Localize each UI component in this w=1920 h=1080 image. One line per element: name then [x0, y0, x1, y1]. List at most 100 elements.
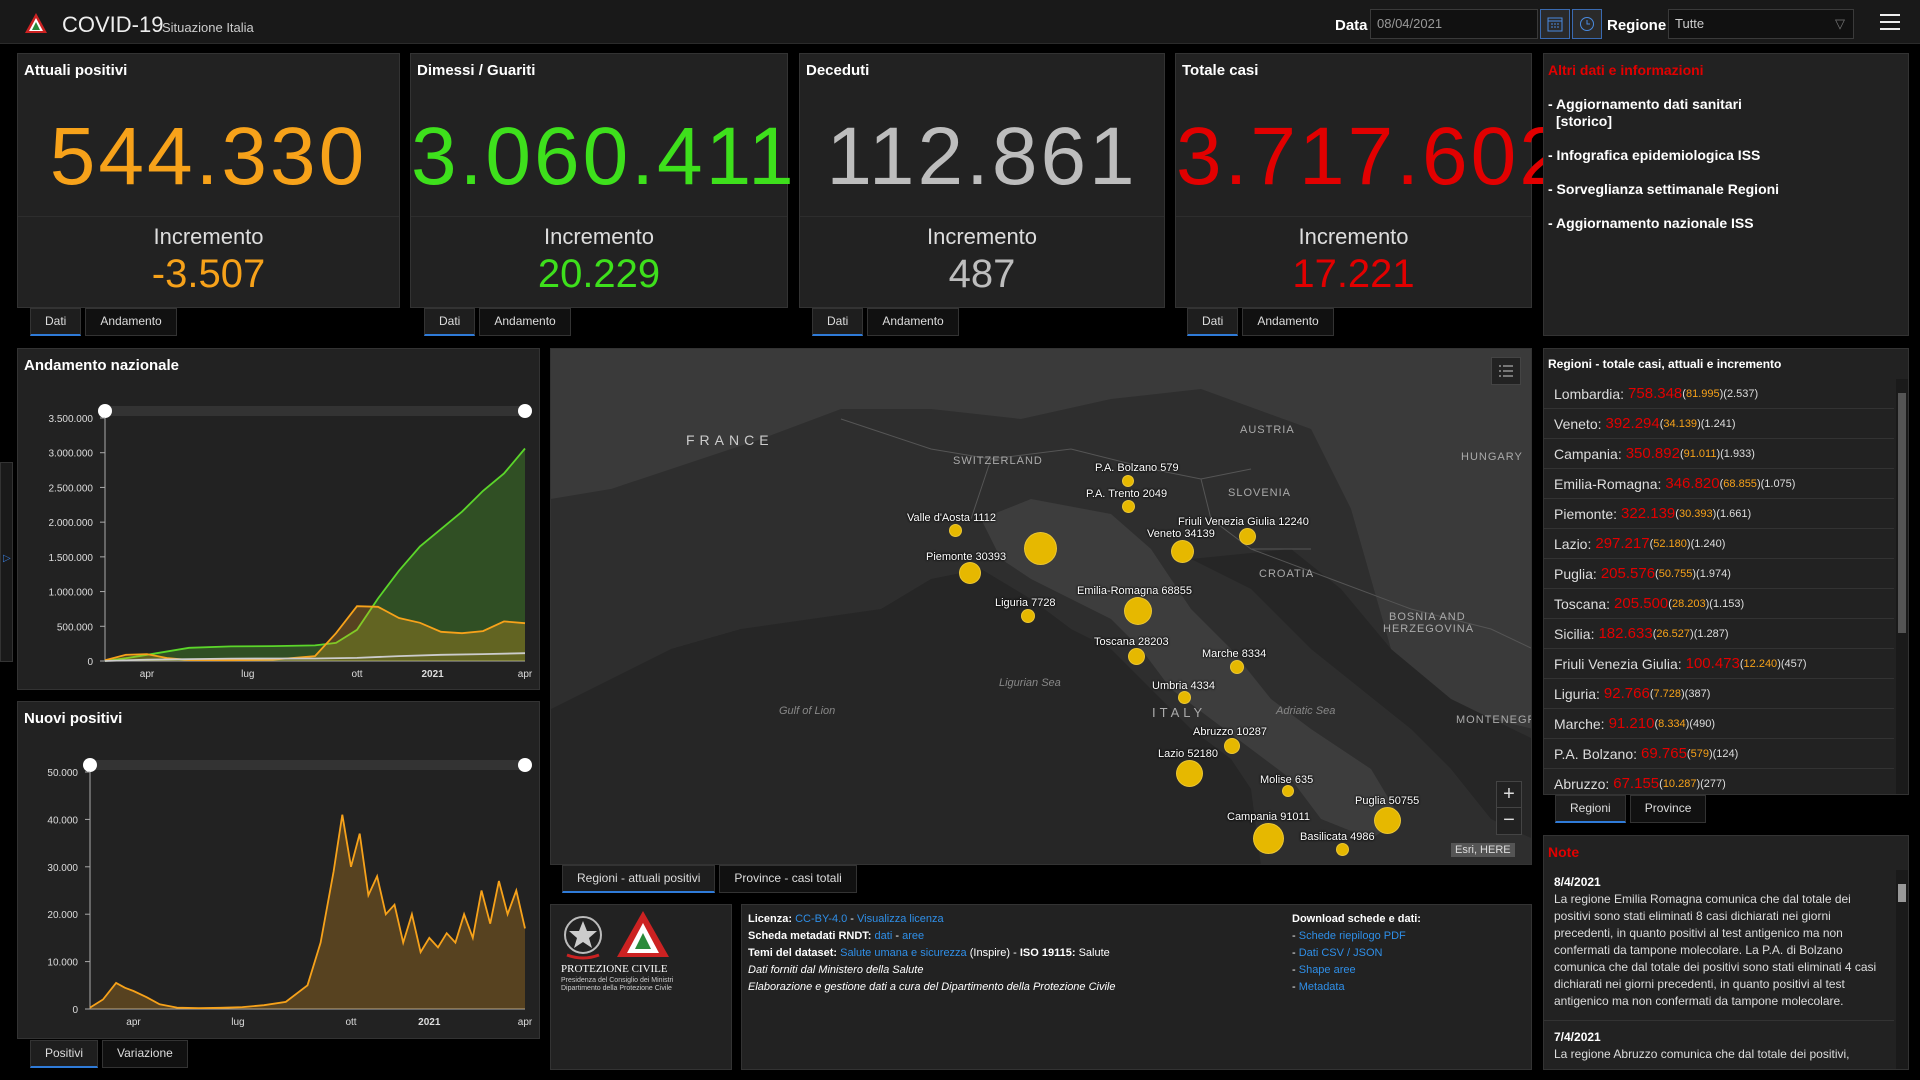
card-inc-value: 487 [948, 252, 1016, 296]
region-sub: (81.995)(2.537) [1682, 387, 1759, 400]
bubble-trento[interactable] [1122, 500, 1135, 513]
link-salute-umana[interactable]: Salute umana e sicurezza [840, 947, 967, 959]
link-dati-csv[interactable]: Dati CSV / JSON [1298, 947, 1383, 959]
region-sub: (8.334)(490) [1654, 717, 1716, 730]
link-dati[interactable]: dati [874, 930, 893, 942]
map-label: Toscana 28203 [1094, 636, 1169, 648]
x-tick-label: ott [351, 669, 362, 680]
region-row[interactable]: Liguria: 92.766 (7.728)(387) [1544, 679, 1894, 709]
bubble-molise[interactable] [1282, 785, 1294, 797]
logo-panel: PROTEZIONE CIVILE Presidenza del Consigl… [550, 904, 732, 1070]
region-attuali: 50.755 [1658, 567, 1693, 580]
bubble-umbria[interactable] [1178, 691, 1191, 704]
map-label: Veneto 34139 [1147, 528, 1215, 540]
region-name: Friuli Venezia Giulia: [1554, 655, 1682, 672]
region-row[interactable]: Abruzzo: 67.155 (10.287)(277) [1544, 769, 1894, 794]
nuovi-positivi-chart-svg: 50.000 40.000 30.000 20.000 10.000 0 apr lug ott… [47, 758, 533, 1028]
tab-andamento[interactable]: Andamento [85, 308, 177, 336]
app-title: COVID-19 [62, 12, 164, 37]
tab-andamento[interactable]: Andamento [1242, 308, 1334, 336]
link-metadata[interactable]: Metadata [1298, 981, 1345, 993]
region-attuali: 52.180 [1653, 537, 1687, 550]
region-row[interactable]: Puglia: 205.576 (50.755)(1.974) [1544, 559, 1894, 589]
tab-andamento[interactable]: Andamento [479, 308, 571, 336]
region-row[interactable]: Veneto: 392.294 (34.139)(1.241) [1544, 409, 1894, 439]
region-row[interactable]: Toscana: 205.500 (28.203)(1.153) [1544, 589, 1894, 619]
bubble-piemonte[interactable] [959, 562, 981, 584]
clock-icon[interactable] [1572, 9, 1602, 39]
link-aggiornamento-dati[interactable]: - Aggiornamento dati sanitari [1548, 96, 1742, 112]
info-panel: Altri dati e informazioni - Aggiornament… [1543, 53, 1909, 336]
x-tick-label: 2021 [421, 669, 444, 680]
y-tick-label: 2.500.000 [49, 483, 94, 494]
region-row[interactable]: Sicilia: 182.633 (26.527)(1.287) [1544, 619, 1894, 649]
region-total: 322.139 [1621, 505, 1676, 522]
tab-dati[interactable]: Dati [424, 308, 476, 336]
bubble-basilicata[interactable] [1336, 843, 1349, 856]
bubble-toscana[interactable] [1128, 648, 1145, 665]
bubble-fvg[interactable] [1239, 528, 1256, 545]
region-row[interactable]: Friuli Venezia Giulia: 100.473 (12.240)(45… [1544, 649, 1894, 679]
link-shape-aree[interactable]: Shape aree [1298, 964, 1356, 976]
map-label: Basilicata 4986 [1300, 831, 1375, 843]
region-total: 69.765 [1641, 745, 1687, 762]
country-austria: AUSTRIA [1240, 424, 1295, 436]
region-incremento: 490 [1693, 717, 1712, 730]
link-cc-by[interactable]: CC-BY-4.0 [795, 913, 848, 925]
bubble-bolzano[interactable] [1122, 475, 1134, 487]
bubble-abruzzo[interactable] [1224, 738, 1240, 754]
link-aggiornamento-iss[interactable]: - Aggiornamento nazionale ISS [1548, 215, 1754, 231]
region-total: 346.820 [1665, 475, 1720, 492]
bubble-liguria[interactable] [1021, 609, 1035, 623]
link-schede-pdf[interactable]: Schede riepilogo PDF [1298, 930, 1406, 942]
tab-dati[interactable]: Dati [812, 308, 864, 336]
tab-andamento[interactable]: Andamento [867, 308, 959, 336]
bubble-campania[interactable] [1253, 823, 1284, 854]
card-tabs-2: Dati Andamento [424, 308, 571, 336]
y-tick-label: 0 [72, 1005, 78, 1016]
bubble-lazio[interactable] [1176, 760, 1203, 787]
region-row[interactable]: Lombardia: 758.348 (81.995)(2.537) [1544, 379, 1894, 409]
region-row[interactable]: Campania: 350.892 (91.011)(1.933) [1544, 439, 1894, 469]
region-sub: (34.139)(1.241) [1659, 417, 1736, 430]
notes-scrollbar[interactable] [1896, 870, 1908, 1069]
bubble-veneto[interactable] [1171, 540, 1194, 563]
bubble-marche[interactable] [1230, 660, 1244, 674]
bubble-emilia-romagna[interactable] [1124, 597, 1152, 625]
tab-province-casi-totali[interactable]: Province - casi totali [719, 865, 857, 893]
regions-scrollbar[interactable] [1896, 379, 1908, 794]
tab-province[interactable]: Province [1629, 795, 1707, 823]
andamento-chart-svg: 3.500.000 3.000.000 2.500.000 2.000.000 1.50… [49, 404, 533, 680]
bubble-puglia[interactable] [1374, 807, 1401, 834]
region-row[interactable]: P.A. Bolzano: 69.765 (579)(124) [1544, 739, 1894, 769]
tab-dati[interactable]: Dati [1187, 308, 1239, 336]
tab-regioni-attuali-positivi[interactable]: Regioni - attuali positivi [562, 865, 716, 893]
zoom-out-icon[interactable]: − [1503, 809, 1515, 831]
zoom-in-icon[interactable]: + [1497, 782, 1521, 808]
link-sorveglianza[interactable]: - Sorveglianza settimanale Regioni [1548, 181, 1780, 197]
region-row[interactable]: Marche: 91.210 (8.334)(490) [1544, 709, 1894, 739]
calendar-icon[interactable] [1540, 9, 1570, 39]
menu-icon[interactable] [1880, 14, 1900, 30]
date-input[interactable]: 08/04/2021 [1370, 9, 1538, 39]
region-row[interactable]: Lazio: 297.217 (52.180)(1.240) [1544, 529, 1894, 559]
side-panel-toggle[interactable]: ▷ [0, 462, 13, 662]
info-title: Altri dati e informazioni [1548, 62, 1704, 78]
map-view[interactable]: FRANCE SWITZERLAND AUSTRIA HUNGARY SLOVE… [550, 348, 1532, 865]
region-row[interactable]: Piemonte: 322.139 (30.393)(1.661) [1544, 499, 1894, 529]
link-storico[interactable]: [storico] [1556, 113, 1612, 129]
bubble-valle-aosta[interactable] [949, 524, 962, 537]
region-row[interactable]: Emilia-Romagna: 346.820 (68.855)(1.075) [1544, 469, 1894, 499]
tab-regioni[interactable]: Regioni [1555, 795, 1626, 823]
legend-list-icon[interactable] [1491, 357, 1521, 385]
link-visualizza-licenza[interactable]: Visualizza licenza [857, 913, 944, 925]
region-total: 205.500 [1614, 595, 1669, 612]
tab-dati[interactable]: Dati [30, 308, 82, 336]
tab-positivi[interactable]: Positivi [30, 1040, 99, 1068]
link-aree[interactable]: aree [902, 930, 925, 942]
bubble-lombardia[interactable] [1024, 532, 1057, 565]
region-sub: (50.755)(1.974) [1655, 567, 1731, 580]
region-select[interactable]: Tutte ▽ [1668, 9, 1854, 39]
link-infografica[interactable]: - Infografica epidemiologica ISS [1548, 147, 1761, 163]
tab-variazione[interactable]: Variazione [102, 1040, 188, 1068]
